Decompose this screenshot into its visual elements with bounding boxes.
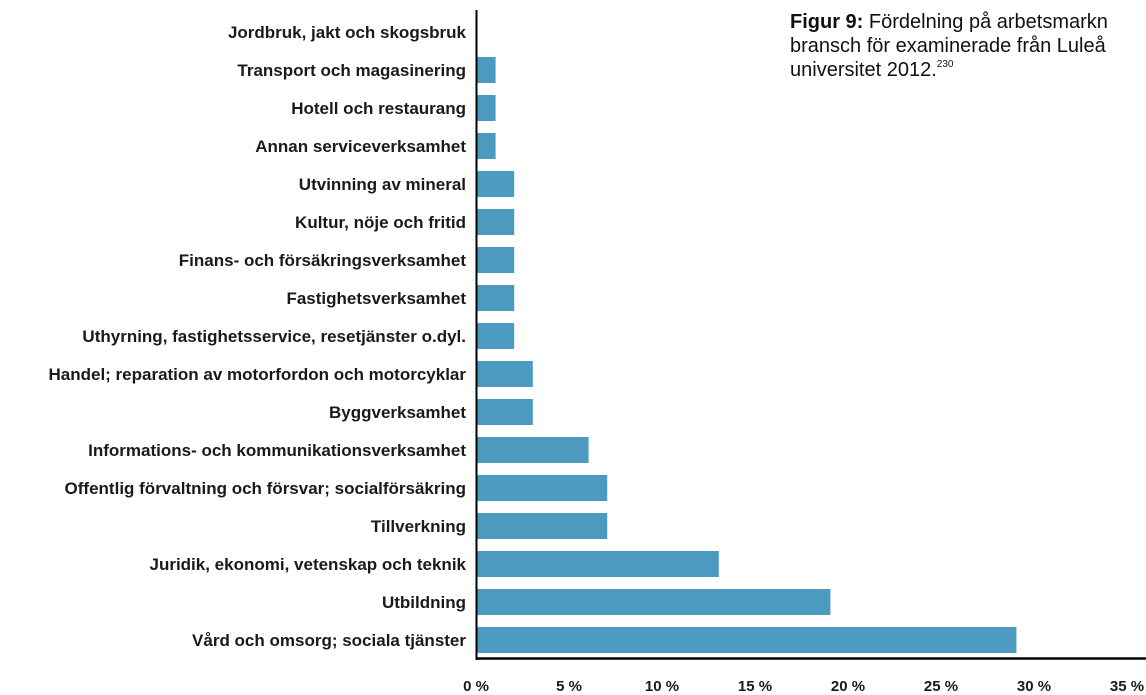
category-label-offentlig-forvaltning-och-forsvar-socialforsakring: Offentlig förvaltning och försvar; socia… [65,479,466,498]
category-label-juridik-ekonomi-vetenskap-och-teknik: Juridik, ekonomi, vetenskap och teknik [150,555,467,574]
category-label-utvinning-av-mineral: Utvinning av mineral [299,175,466,194]
x-tick-labels-group: 0 % 5 % 10 % 15 % 20 % 25 % 30 % 35 % [463,678,1144,695]
x-tick-label: 25 % [924,678,958,695]
bar-kultur-noje-och-fritid [477,209,515,235]
category-label-utbildning: Utbildning [382,593,466,612]
category-label-byggverksamhet: Byggverksamhet [329,403,466,422]
caption-text-line-1: Fördelning på arbetsmarkn [868,11,1108,33]
category-label-tillverkning: Tillverkning [371,517,466,536]
x-tick-label: 10 % [645,678,679,695]
category-label-hotell-och-restaurang: Hotell och restaurang [291,99,466,118]
figure-caption: Figur 9: Fördelning på arbetsmarkn brans… [790,10,1146,86]
x-tick-label: 20 % [831,678,865,695]
category-label-annan-serviceverksamhet: Annan serviceverksamhet [255,137,466,156]
caption-line-1: Figur 9: Fördelning på arbetsmarkn [790,10,1146,34]
bar-utvinning-av-mineral [477,171,515,197]
x-tick-label: 35 % [1110,678,1144,695]
bar-juridik-ekonomi-vetenskap-och-teknik [477,551,719,577]
caption-text-line-2: bransch för examinerade från Luleå [790,35,1106,57]
bar-finans-och-forsakringsverksamhet [477,247,515,273]
bar-tillverkning [477,513,608,539]
bar-hotell-och-restaurang [477,95,496,121]
bar-handel-reparation-av-motorfordon-och-motorcyklar [477,361,533,387]
bar-byggverksamhet [477,399,533,425]
caption-line-2: bransch för examinerade från Luleå [790,34,1146,58]
category-label-finans-och-forsakringsverksamhet: Finans- och försäkringsverksamhet [179,251,467,270]
category-label-vard-och-omsorg-sociala-tjanster: Vård och omsorg; sociala tjänster [192,631,466,650]
category-label-kultur-noje-och-fritid: Kultur, nöje och fritid [295,213,466,232]
bar-annan-serviceverksamhet [477,133,496,159]
bar-utbildning [477,589,831,615]
caption-text-line-3: universitet 2012. [790,59,937,81]
x-tick-label: 30 % [1017,678,1051,695]
x-tick-label: 15 % [738,678,772,695]
category-label-jordbruk-jakt-och-skogsbruk: Jordbruk, jakt och skogsbruk [228,23,467,42]
category-label-handel-reparation-av-motorfordon-och-motorcyklar: Handel; reparation av motorfordon och mo… [48,365,466,384]
bar-uthyrning-fastighetsservice-resetjanster-o-dyl [477,323,515,349]
category-labels-group: Jordbruk, jakt och skogsbruk Transport oc… [48,23,466,650]
bar-vard-och-omsorg-sociala-tjanster [477,627,1017,653]
bar-offentlig-forvaltning-och-forsvar-socialforsakring [477,475,608,501]
caption-figure-label: Figur 9: [790,11,864,33]
x-tick-label: 5 % [556,678,582,695]
category-label-uthyrning-fastighetsservice-resetjanster-o-dyl: Uthyrning, fastighetsservice, resetjänst… [82,327,466,346]
bar-fastighetsverksamhet [477,285,515,311]
caption-line-3: universitet 2012.230 [790,58,1146,86]
x-tick-label: 0 % [463,678,489,695]
bar-transport-och-magasinering [477,57,496,83]
category-label-fastighetsverksamhet: Fastighetsverksamhet [286,289,466,308]
category-label-transport-och-magasinering: Transport och magasinering [237,61,466,80]
category-label-informations-och-kommunikationsverksamhet: Informations- och kommunikationsverksamh… [88,441,466,460]
bars-group [477,57,1017,653]
bar-informations-och-kommunikationsverksamhet [477,437,589,463]
caption-footnote-reference: 230 [936,59,954,70]
